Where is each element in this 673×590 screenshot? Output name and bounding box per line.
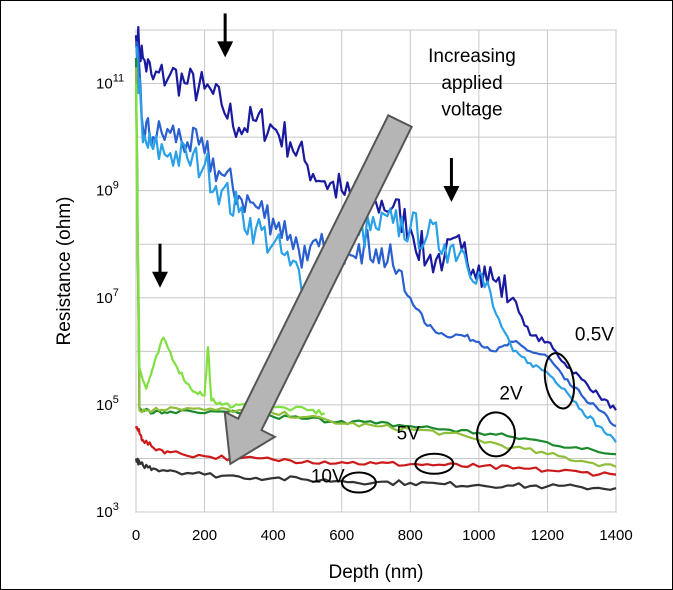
voltage-ellipse bbox=[340, 471, 377, 494]
voltage-ellipse bbox=[476, 411, 516, 458]
y-axis-label: Resistance (ohm) bbox=[54, 197, 75, 346]
series-line bbox=[134, 57, 617, 456]
series-line bbox=[135, 40, 617, 428]
y-tick-label: 109 bbox=[96, 180, 119, 200]
down-arrow-head bbox=[443, 186, 460, 203]
annotation-label: Increasing bbox=[428, 46, 516, 67]
x-tick-label: 200 bbox=[192, 527, 217, 544]
annotation-label: 5V bbox=[397, 424, 421, 445]
x-tick-label: 600 bbox=[329, 527, 354, 544]
annotation-label: 10V bbox=[311, 467, 345, 488]
y-tick-label: 1011 bbox=[96, 73, 124, 93]
down-arrow-head bbox=[152, 271, 168, 288]
y-tick-label: 105 bbox=[96, 394, 119, 414]
series-line bbox=[134, 67, 617, 468]
x-tick-label: 800 bbox=[398, 527, 423, 544]
x-tick-labels: 0 200 400 600 800 1000 1200 1400 bbox=[132, 527, 633, 544]
increasing-voltage-arrow bbox=[223, 113, 414, 466]
y-tick-labels: 103 105 107 109 1011 bbox=[96, 73, 124, 521]
annotation-label: applied bbox=[441, 73, 502, 94]
y-tick-label: 103 bbox=[96, 501, 119, 521]
x-tick-label: 400 bbox=[261, 527, 286, 544]
x-tick-label: 0 bbox=[132, 527, 140, 544]
series-line bbox=[134, 457, 617, 491]
down-arrow-head bbox=[217, 41, 234, 58]
series-line bbox=[134, 425, 617, 477]
x-axis-label: Depth (nm) bbox=[328, 562, 423, 583]
annotation-label: voltage bbox=[441, 100, 502, 121]
x-tick-label: 1400 bbox=[599, 527, 632, 544]
x-tick-label: 1200 bbox=[531, 527, 564, 544]
annotation-group: Increasing applied voltage 0.5V 2V 5V 10V bbox=[152, 13, 614, 494]
voltage-ellipse bbox=[543, 352, 576, 410]
x-tick-label: 1000 bbox=[462, 527, 495, 544]
plot-area bbox=[135, 29, 617, 513]
annotation-label: 0.5V bbox=[575, 325, 614, 346]
y-tick-label: 107 bbox=[96, 287, 119, 307]
annotation-label: 2V bbox=[499, 384, 523, 405]
voltage-ellipse bbox=[414, 452, 455, 475]
